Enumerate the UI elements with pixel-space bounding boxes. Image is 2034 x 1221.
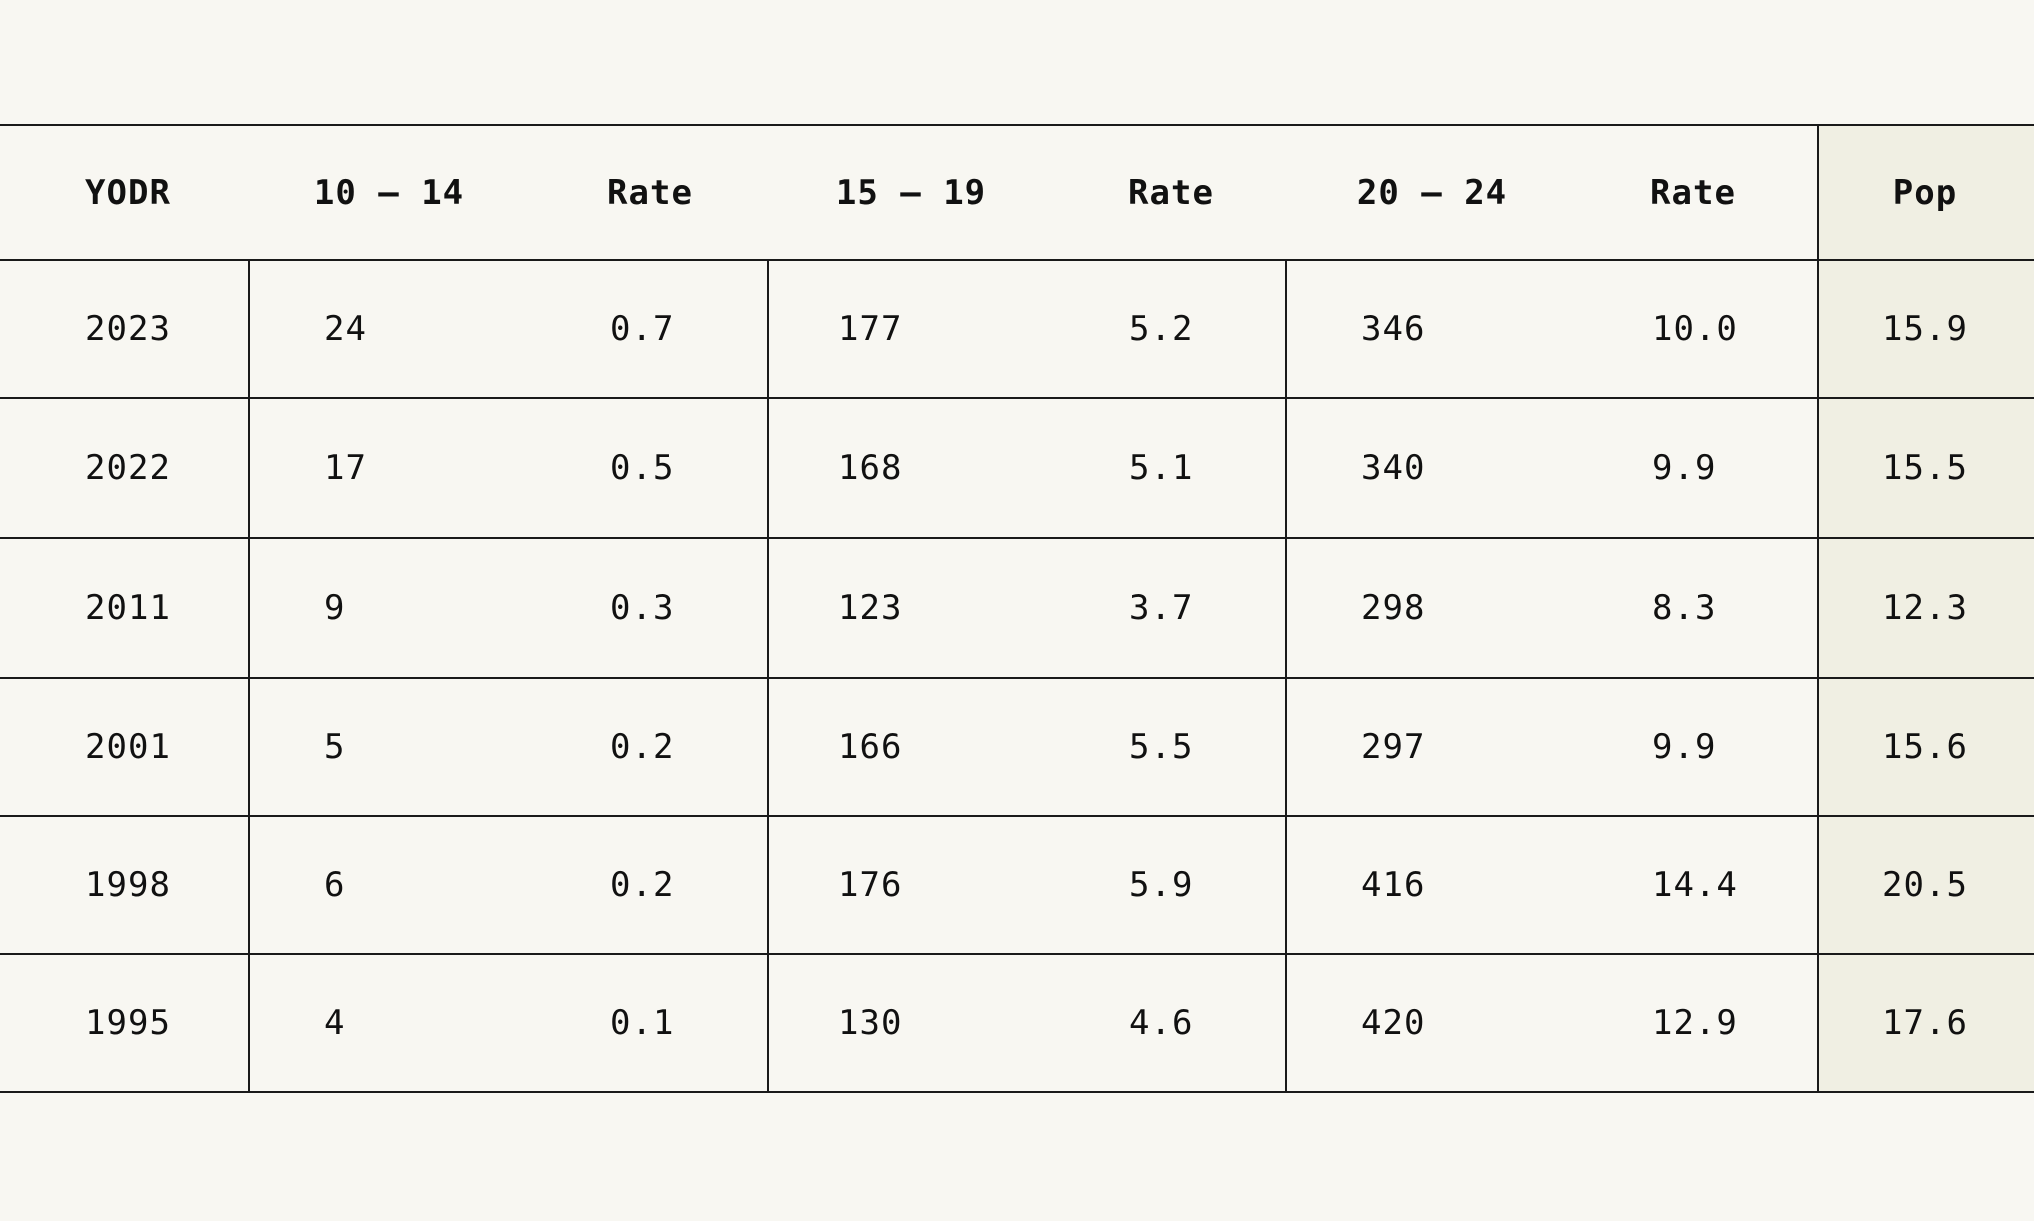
table-cell: 15.9 (1882, 309, 1968, 349)
table-cell: 340 (1361, 448, 1426, 488)
table-rule-6 (0, 953, 2034, 955)
table-cell: 12.9 (1652, 1003, 1738, 1043)
table-cell: 10.0 (1652, 309, 1738, 349)
column-divider-2 (767, 260, 769, 1092)
column-header: 10 – 14 (313, 172, 465, 213)
table-cell: 123 (838, 588, 903, 628)
table-cell: 9.9 (1652, 448, 1717, 488)
column-divider-1 (248, 260, 250, 1092)
column-header: 15 – 19 (835, 172, 987, 213)
table-rule-5 (0, 815, 2034, 817)
table-cell: 5.5 (1129, 727, 1194, 767)
column-header: Rate (1128, 172, 1214, 213)
table-cell: 24 (324, 309, 367, 349)
table-rule-0 (0, 124, 2034, 126)
table-cell: 0.2 (610, 727, 675, 767)
table-cell: 177 (838, 309, 903, 349)
table-cell: 20.5 (1882, 865, 1968, 905)
table-rule-4 (0, 677, 2034, 679)
table-cell: 2001 (85, 727, 171, 767)
column-header: YODR (85, 172, 171, 213)
table-cell: 5.2 (1129, 309, 1194, 349)
table-cell: 416 (1361, 865, 1426, 905)
table-cell: 2023 (85, 309, 171, 349)
table-cell: 0.1 (610, 1003, 675, 1043)
table-cell: 420 (1361, 1003, 1426, 1043)
column-header: 20 – 24 (1356, 172, 1508, 213)
table-cell: 17.6 (1882, 1003, 1968, 1043)
table-cell: 12.3 (1882, 588, 1968, 628)
table-cell: 14.4 (1652, 865, 1738, 905)
column-divider-3 (1285, 260, 1287, 1092)
table-cell: 5 (324, 727, 346, 767)
table-cell: 1998 (85, 865, 171, 905)
table-cell: 2022 (85, 448, 171, 488)
column-header: Pop (1892, 172, 1958, 213)
column-header: Rate (607, 172, 693, 213)
table-cell: 166 (838, 727, 903, 767)
table-cell: 346 (1361, 309, 1426, 349)
pop-column-highlight (1818, 125, 2034, 1092)
table-cell: 298 (1361, 588, 1426, 628)
table-cell: 168 (838, 448, 903, 488)
table-cell: 130 (838, 1003, 903, 1043)
table-cell: 15.5 (1882, 448, 1968, 488)
table-rule-1 (0, 259, 2034, 261)
table-cell: 0.3 (610, 588, 675, 628)
table-cell: 3.7 (1129, 588, 1194, 628)
table-cell: 5.1 (1129, 448, 1194, 488)
table-cell: 0.7 (610, 309, 675, 349)
table-cell: 176 (838, 865, 903, 905)
pop-column-divider (1817, 125, 1819, 1092)
table-rule-3 (0, 537, 2034, 539)
table-cell: 17 (324, 448, 367, 488)
table-cell: 297 (1361, 727, 1426, 767)
table-cell: 0.2 (610, 865, 675, 905)
table-cell: 8.3 (1652, 588, 1717, 628)
table-cell: 9.9 (1652, 727, 1717, 767)
table-cell: 1995 (85, 1003, 171, 1043)
table-cell: 6 (324, 865, 346, 905)
table-cell: 5.9 (1129, 865, 1194, 905)
table-cell: 4 (324, 1003, 346, 1043)
table-cell: 15.6 (1882, 727, 1968, 767)
column-header: Rate (1650, 172, 1736, 213)
table-cell: 9 (324, 588, 346, 628)
table-rule-7 (0, 1091, 2034, 1093)
table-rule-2 (0, 397, 2034, 399)
table-cell: 2011 (85, 588, 171, 628)
table-cell: 0.5 (610, 448, 675, 488)
table-cell: 4.6 (1129, 1003, 1194, 1043)
